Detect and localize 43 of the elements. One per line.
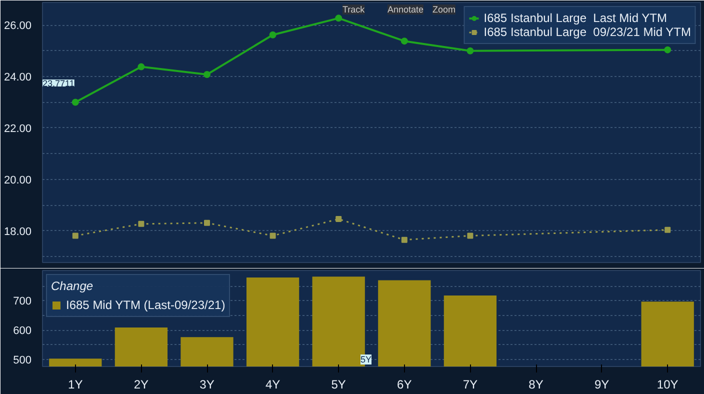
x-tick-label: 6Y <box>397 378 412 392</box>
point <box>336 216 342 222</box>
point <box>138 63 145 70</box>
y-tick-label: 600 <box>13 325 32 338</box>
y-tick-label: 20.00 <box>4 174 32 186</box>
point <box>204 71 210 78</box>
x-tick-label: 4Y <box>265 378 280 392</box>
y-tick-label: 22.00 <box>4 123 32 135</box>
point <box>335 14 342 22</box>
x-tick-label: 10Y <box>656 378 678 392</box>
legend-title: Change <box>51 279 94 293</box>
x-tick-label: 3Y <box>200 378 214 392</box>
x-tick-label: 7Y <box>462 378 478 392</box>
point <box>204 220 210 226</box>
point <box>400 38 408 45</box>
legend-label: I685 Istanbul Large 09/23/21 Mid YTM <box>484 25 691 39</box>
point <box>664 46 672 54</box>
annotation: Track <box>342 4 366 14</box>
x-tick-label: 5Y <box>331 378 346 392</box>
annotation: Zoom <box>432 4 456 14</box>
y-tick-label: 700 <box>13 296 32 308</box>
y-tick-label: 500 <box>13 354 32 366</box>
annotation: Annotate <box>388 4 424 14</box>
x-tick-label: 8Y <box>528 378 544 392</box>
y-tick-label: 26.00 <box>4 20 32 32</box>
point <box>269 31 276 38</box>
point <box>467 232 474 239</box>
legend-label: I685 Mid YTM (Last-09/23/21) <box>66 298 226 312</box>
annotation: 23.7711 <box>42 78 74 88</box>
point <box>270 232 276 239</box>
x-tick-label: 1Y <box>68 378 83 392</box>
y-tick-label: 18.00 <box>4 226 32 238</box>
x-tick-label: 2Y <box>134 378 149 392</box>
legend-label: I685 Istanbul Large Last Mid YTM <box>484 11 667 25</box>
point <box>401 236 408 243</box>
point <box>664 226 671 233</box>
y-tick-label: 24.00 <box>4 72 32 84</box>
x-tick-label: 9Y <box>594 378 610 392</box>
point <box>72 232 78 239</box>
point <box>466 47 474 54</box>
point <box>72 98 79 106</box>
annotation: 5Y <box>360 354 372 364</box>
point <box>138 220 144 227</box>
